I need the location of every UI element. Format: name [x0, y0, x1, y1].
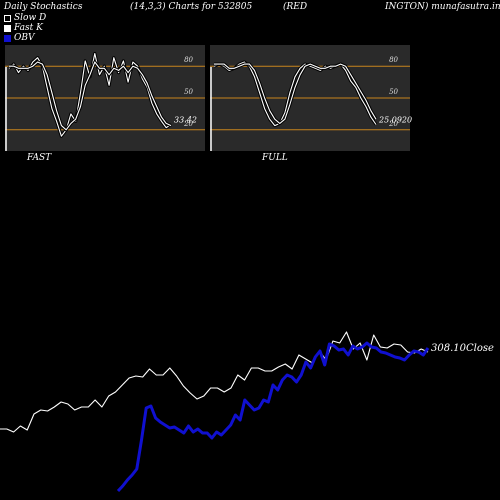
legend-fast-k: Fast K	[4, 23, 43, 33]
stock-name-part2: INGTON) munafasutra.in	[385, 2, 500, 12]
chart-params: (14,3,3) Charts for 532805	[130, 2, 253, 12]
fast-level-label-50: 50	[184, 88, 193, 96]
fast-level-label-20: 20	[183, 120, 193, 128]
price-line	[0, 331, 429, 433]
slow-d-swatch	[4, 14, 11, 22]
full-last-value-label: 25.0920	[378, 116, 412, 125]
fast-level-label-80: 80	[184, 56, 193, 64]
legend-obv-label: OBV	[14, 33, 35, 43]
full-level-label-50: 50	[389, 88, 398, 96]
close-value-label: 308.10Close	[431, 343, 494, 354]
full-series-1-line	[214, 63, 377, 124]
fast-panel-caption: FAST	[27, 153, 52, 163]
chart-title: Daily Stochastics	[4, 2, 83, 12]
obv-swatch	[4, 34, 11, 42]
full-panel-caption: FULL	[262, 153, 288, 163]
full-level-label-20: 20	[388, 120, 398, 128]
legend-slow-d-label: Slow D	[14, 13, 47, 23]
full-level-label-80: 80	[389, 56, 398, 64]
full-series-0-line	[213, 61, 377, 127]
fast-series-1-line	[9, 61, 172, 131]
fast-last-value-label: 33.42	[174, 116, 197, 125]
stock-name-part1: (RED	[283, 2, 308, 12]
legend-obv: OBV	[4, 33, 35, 43]
legend-fast-k-label: Fast K	[14, 23, 43, 33]
obv-line	[116, 341, 430, 493]
legend-slow-d: Slow D	[4, 13, 46, 23]
fast-k-swatch	[4, 24, 11, 32]
